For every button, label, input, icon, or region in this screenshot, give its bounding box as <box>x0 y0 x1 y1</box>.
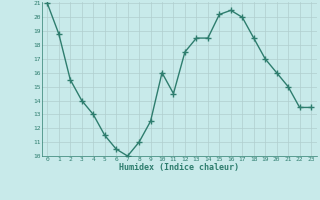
X-axis label: Humidex (Indice chaleur): Humidex (Indice chaleur) <box>119 163 239 172</box>
